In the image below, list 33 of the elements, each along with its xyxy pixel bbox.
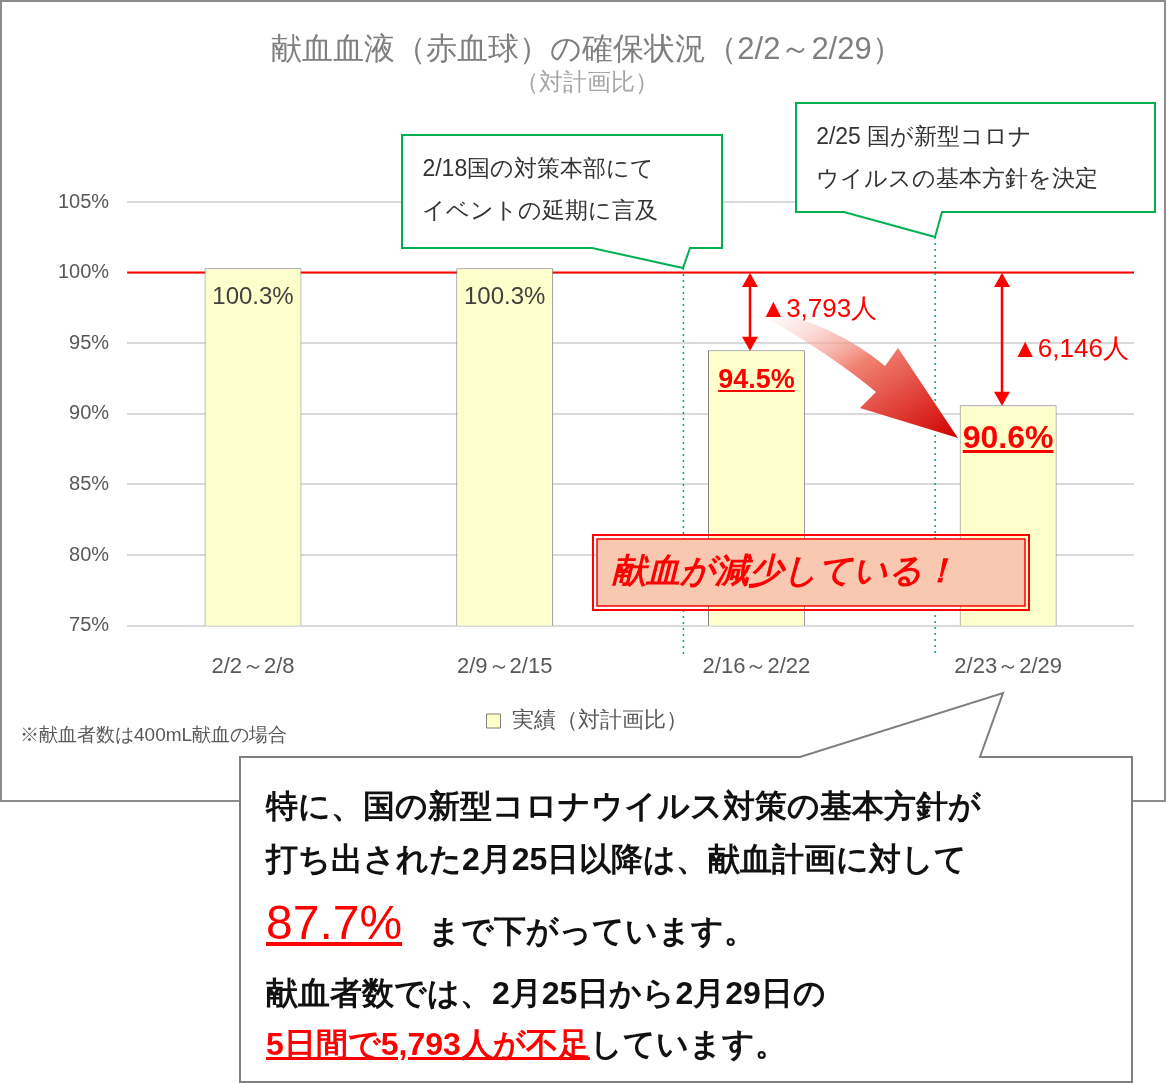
data-label: 90.6% [962,419,1054,457]
data-label: 94.5% [718,364,795,396]
annotation: ▲3,793人 [760,291,878,325]
data-label: 100.3% [464,282,546,311]
text: 献血者数では、2月25日から2月29日の [266,974,826,1013]
text: まで下がっています。 [428,912,756,951]
text: 打ち出された2月25日以降は、献血計画に対して [266,840,968,879]
text: 2/25 国が新型コロナ [816,122,1033,151]
text: 87.7% [266,895,403,950]
text: 特に、国の新型コロナウイルス対策の基本方針が [266,787,981,826]
x-tick-label: 2/23～2/29 [954,652,1062,678]
text: しています。 [589,1025,787,1064]
y-tick-label: 85% [69,471,110,494]
y-tick-label: 90% [69,401,110,424]
text: 5日間で5,793人が不足 [266,1025,590,1064]
y-tick-label: 105% [58,189,110,212]
x-tick-label: 2/9～2/15 [457,652,553,678]
annotation: イベントの延期に言及 [422,196,659,225]
y-tick-label: 95% [69,330,110,353]
data-label: 100.3% [212,282,294,311]
legend-label: 実績（対計画比） [511,707,688,733]
y-tick-label: 75% [69,613,110,636]
y-tick-label: 100% [58,260,110,283]
y-tick-label: 80% [69,542,110,565]
chart-title: 献血血液（赤血球）の確保状況（2/2～2/29） [271,31,903,67]
annotation: ▲6,146人 [1012,331,1129,365]
x-tick-label: 2/16～2/22 [702,652,811,678]
text: ※献血者数は400mL献血の場合 [20,723,288,747]
annotation: 献血が減少している！ [612,550,957,591]
text: ウイルスの基本方針を決定 [816,164,1099,193]
x-tick-label: 2/2～2/8 [211,652,295,678]
chart-subtitle: （対計画比） [515,68,659,96]
text: 2/18国の対策本部にて [422,154,655,183]
